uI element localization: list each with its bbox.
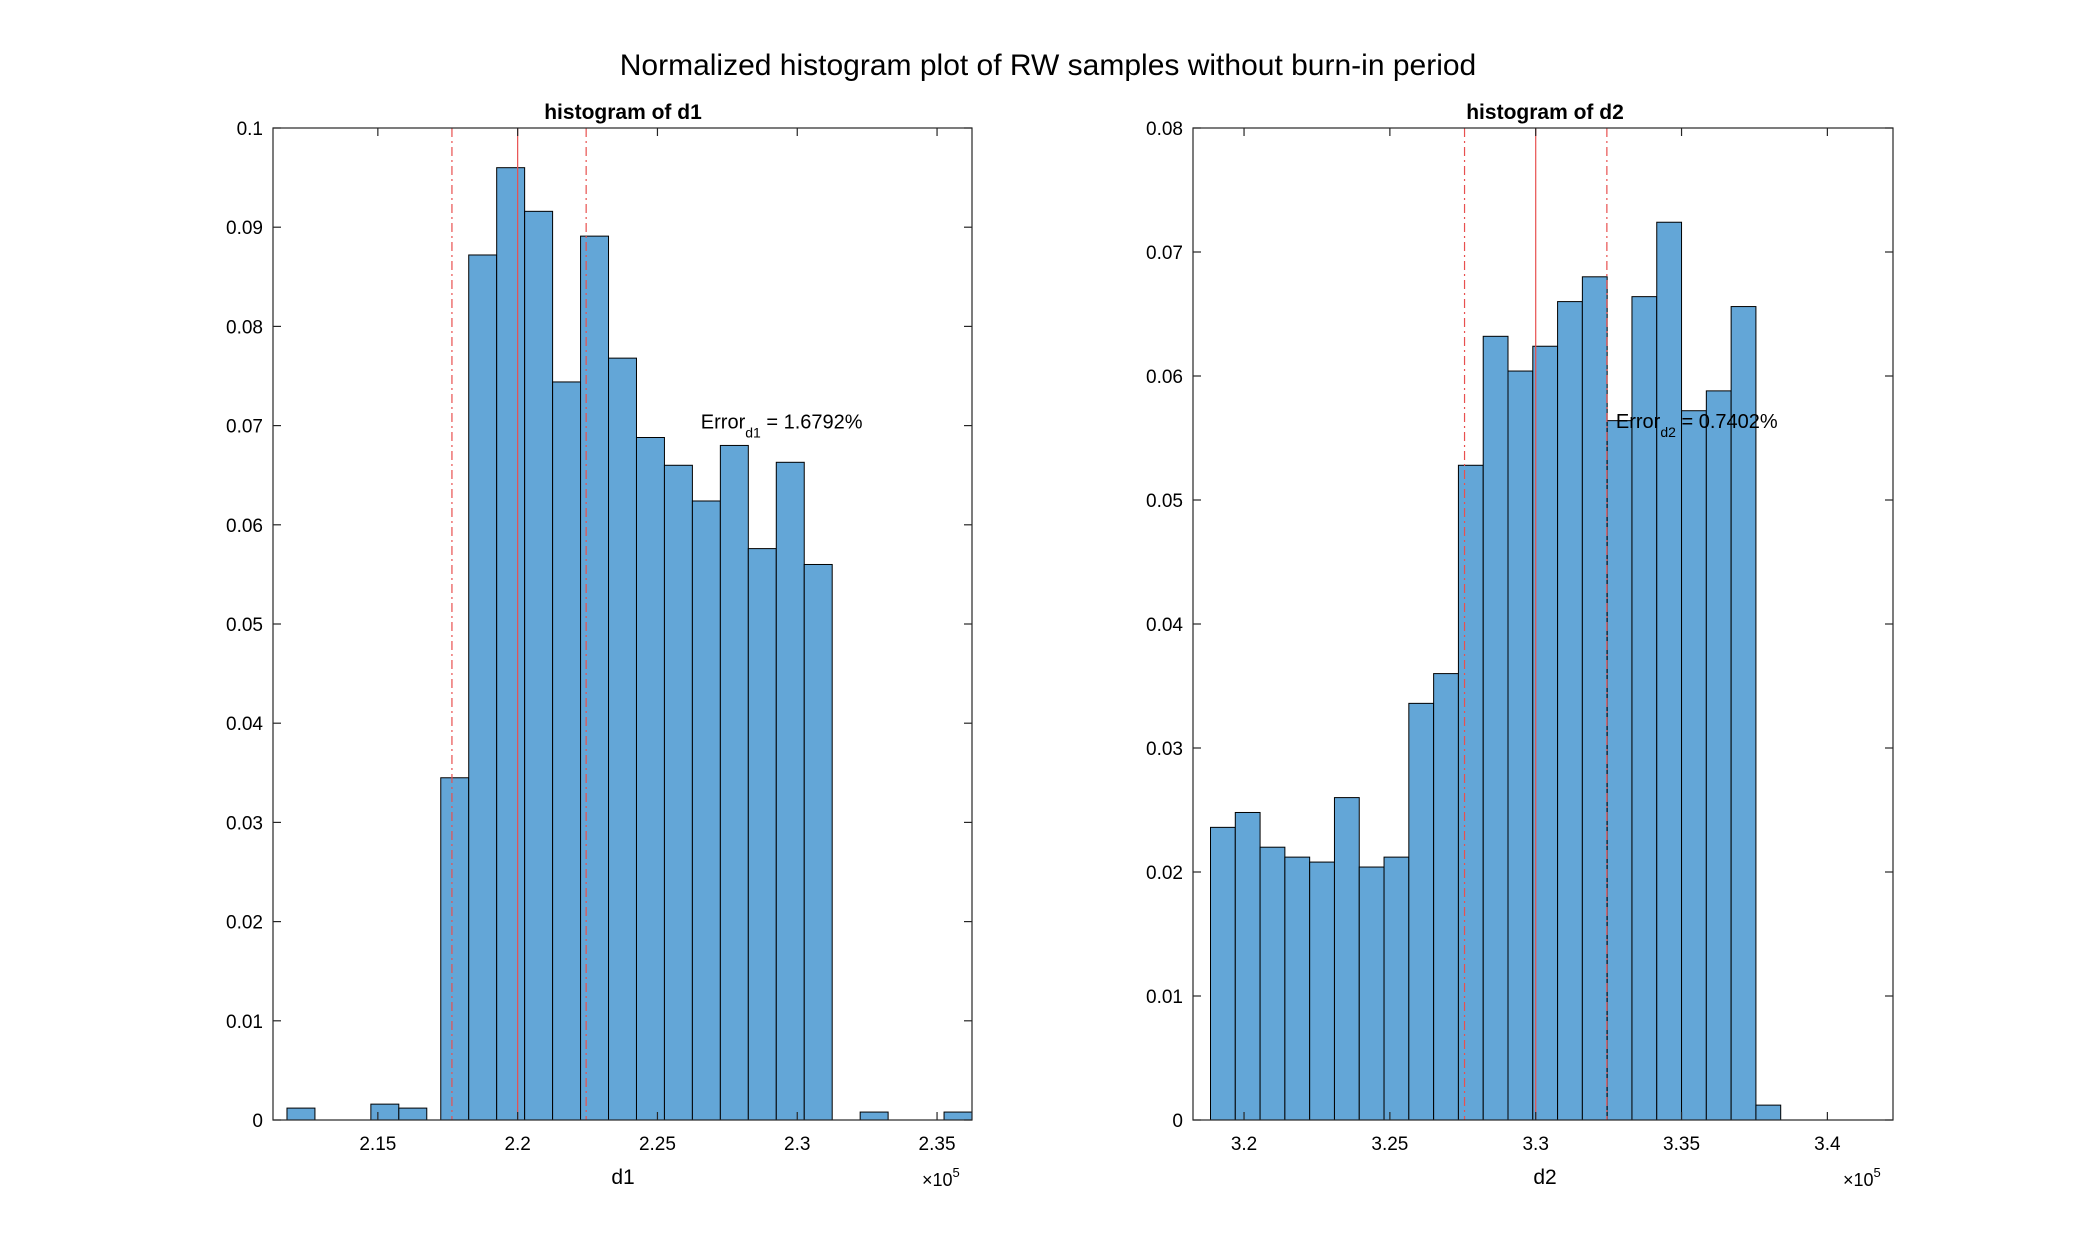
histogram-d2-ytick-label-7: 0.07 [1146,243,1183,264]
histogram-d1-ytick-label-10: 0.1 [237,119,263,140]
histogram-d2-bar-16 [1606,420,1633,1121]
histogram-d2-bar-0 [1210,826,1236,1121]
histogram-d1-bar-0 [286,1107,316,1121]
histogram-d1-bar-4 [468,254,498,1121]
histogram-d1-bar-17 [859,1111,889,1121]
histogram-d2-xtick-label-0: 3.2 [1231,1134,1257,1155]
figure-title: Normalized histogram plot of RW samples … [620,49,1476,82]
histogram-d2-bar-22 [1755,1104,1782,1121]
histogram-d1-ytick-label-1: 0.01 [226,1012,263,1033]
histogram-d1-bar-3 [440,777,470,1121]
histogram-d1-exponent-label: ×105 [922,1165,960,1190]
histogram-d1-ytick-label-6: 0.06 [226,516,263,537]
histogram-d1-bar-11 [663,464,693,1121]
histogram-d2-xtick-label-3: 3.35 [1663,1134,1700,1155]
histogram-d2-title: histogram of d2 [1466,101,1624,124]
histogram-d2-ytick-label-8: 0.08 [1146,119,1183,140]
histogram-d2-bar-20 [1705,390,1732,1121]
histogram-d1-ytick-label-0: 0 [252,1111,263,1132]
histogram-d2-bar-5 [1333,797,1360,1121]
histogram-d2-panel: histogram of d2 0 0.01 0.02 0.03 0.04 0.05 0.0… [1146,101,1894,1190]
histogram-d1-xtick-label-2: 2.25 [639,1134,676,1155]
histogram-d1-bar-9 [608,357,637,1121]
histogram-d2-bar-4 [1309,861,1335,1121]
histogram-d1-bar-15 [775,461,805,1121]
histogram-d1-axes: 0 0.01 0.02 0.03 0.04 0.05 0.06 0.07 0.08 0.09 0.1… [226,119,973,1155]
histogram-d1-bar-16 [803,563,833,1121]
histogram-d2-ytick-label-1: 0.01 [1146,987,1183,1008]
histogram-d1-xtick-label-3: 2.3 [784,1134,810,1155]
histogram-d1-xtick-label-1: 2.2 [504,1134,530,1155]
histogram-d1-bar-18 [943,1111,973,1121]
histogram-d2-bar-13 [1532,345,1559,1121]
histogram-d2-error-annotation: Errord2 = 0.7402% [1616,411,1778,440]
histogram-d2-exponent-label: ×105 [1843,1165,1881,1190]
histogram-d1-xtick-label-4: 2.35 [919,1134,956,1155]
histogram-d1-ytick-label-7: 0.07 [226,417,263,438]
histogram-d1-reference-lines [451,128,587,1120]
histogram-d2-reference-lines [1463,128,1608,1120]
histogram-d1-title: histogram of d1 [544,101,702,124]
histogram-d2-bar-2 [1259,846,1286,1121]
histogram-d2-ytick-label-6: 0.06 [1146,367,1183,388]
histogram-d2-bar-7 [1383,856,1410,1121]
histogram-d2-bar-14 [1557,301,1583,1121]
histogram-d1-bar-6 [524,210,554,1121]
histogram-d2-bar-21 [1730,306,1757,1121]
histogram-d2-axes: 0 0.01 0.02 0.03 0.04 0.05 0.06 0.07 0.08 3.2 3.25… [1146,119,1894,1155]
histogram-d2-bar-3 [1284,856,1311,1121]
histogram-d2-ytick-label-3: 0.03 [1146,739,1183,760]
histogram-d1-ytick-label-2: 0.02 [226,913,263,934]
histogram-d1-panel: histogram of d1 0 0.01 0.02 0.03 0.04 0.05 0.0… [226,101,973,1190]
histogram-d1-bar-14 [747,548,777,1121]
histogram-d1-bar-5 [496,167,526,1121]
histogram-d2-bar-1 [1234,811,1261,1121]
histogram-d2-bar-15 [1581,276,1608,1121]
histogram-d2-ytick-label-4: 0.04 [1146,615,1183,636]
histogram-d2-ytick-label-5: 0.05 [1146,491,1183,512]
histogram-d1-ytick-label-4: 0.04 [226,714,263,735]
histogram-d1-bar-8 [580,235,610,1121]
histogram-d1-bar-10 [635,437,665,1121]
histogram-d2-bar-9 [1433,673,1459,1121]
histogram-d1-xlabel: d1 [611,1166,634,1189]
histogram-d1-xtick-label-0: 2.15 [359,1134,396,1155]
histogram-d1-bar-12 [691,500,721,1121]
histogram-d1-bar-13 [719,444,749,1121]
histogram-d1-bar-1 [370,1103,400,1121]
histogram-d2-bar-19 [1681,410,1707,1121]
histogram-d2-bar-12 [1507,370,1534,1121]
histogram-d1-ytick-label-5: 0.05 [226,615,263,636]
histogram-d2-ytick-label-2: 0.02 [1146,863,1183,884]
histogram-d2-xtick-label-4: 3.4 [1814,1134,1841,1155]
histogram-d2-xtick-label-1: 3.25 [1371,1134,1408,1155]
histogram-d2-bar-8 [1408,702,1435,1121]
histogram-d1-ytick-label-3: 0.03 [226,813,263,834]
histogram-d1-ytick-label-8: 0.08 [226,317,263,338]
histogram-d1-ytick-label-9: 0.09 [226,218,263,239]
histogram-d1-error-annotation: Errord1 = 1.6792% [701,412,863,441]
histogram-d2-xlabel: d2 [1533,1166,1556,1189]
histogram-d2-bar-6 [1358,866,1385,1121]
histogram-d2-xtick-label-2: 3.3 [1522,1134,1548,1155]
histogram-d2-bar-18 [1656,221,1683,1121]
histogram-d2-bar-10 [1457,464,1484,1121]
histogram-d1-bar-2 [398,1107,428,1121]
histogram-d2-bar-11 [1482,335,1509,1121]
histogram-d1-bars [286,167,973,1121]
histogram-d2-ytick-label-0: 0 [1172,1111,1183,1132]
histogram-d1-bar-7 [552,381,582,1121]
